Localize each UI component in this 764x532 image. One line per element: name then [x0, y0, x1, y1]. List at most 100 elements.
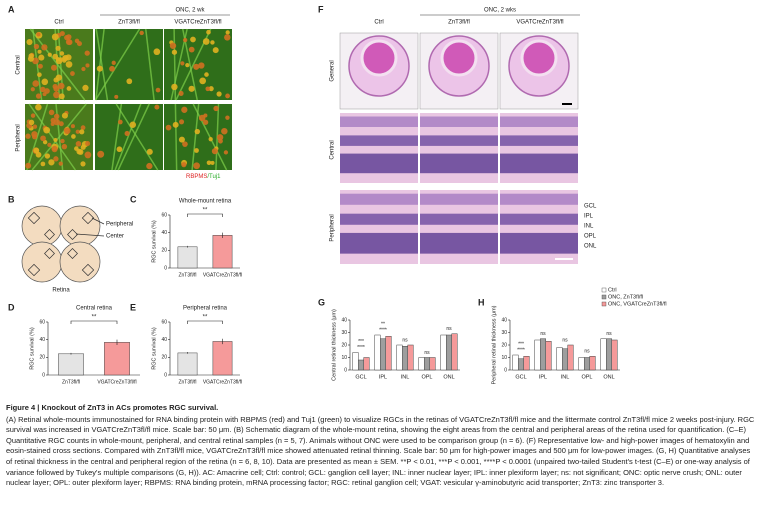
bar	[424, 357, 430, 371]
panel-letter: G	[318, 297, 325, 307]
cell	[202, 119, 209, 125]
axon-bundle	[115, 103, 159, 171]
cell	[111, 60, 116, 65]
axon-bundle	[29, 28, 86, 101]
row-label: Central	[330, 140, 336, 159]
bar	[523, 356, 530, 371]
nuclear-layer	[420, 193, 498, 205]
schematic-caption: Retina	[52, 288, 70, 294]
y-tick-label: 20	[161, 355, 167, 361]
cell	[154, 104, 160, 110]
significance: ****	[379, 327, 387, 333]
nuclear-layer	[340, 153, 418, 174]
cell	[25, 162, 32, 169]
row-label: General	[330, 60, 336, 81]
cell	[114, 94, 119, 99]
micrograph-bg	[95, 29, 163, 100]
cell	[32, 80, 40, 87]
micrograph	[25, 103, 93, 171]
significance-bracket	[70, 320, 118, 324]
chart-title: Peripheral retina	[183, 306, 228, 312]
axon-bundle	[94, 28, 141, 101]
cell	[71, 134, 76, 139]
cell	[53, 118, 60, 126]
x-tick-label: OPL	[581, 374, 592, 380]
x-tick-label: GCL	[515, 374, 526, 380]
significance: **	[92, 315, 97, 321]
cell	[204, 72, 209, 77]
cell	[208, 86, 214, 92]
cell	[224, 34, 231, 41]
histology	[419, 32, 499, 264]
schematic-label: Center	[106, 234, 124, 240]
significance: ns	[540, 331, 546, 337]
cell	[50, 64, 58, 71]
axon-bundle	[111, 103, 123, 171]
cell	[58, 82, 65, 90]
cell	[35, 103, 42, 111]
bar	[578, 357, 585, 371]
cell	[146, 162, 153, 170]
cell	[199, 77, 207, 85]
bar	[212, 341, 233, 376]
cell	[212, 47, 219, 54]
y-tick-label: 0	[504, 367, 507, 373]
x-tick-label: ZnT3fl/fl	[178, 272, 196, 278]
cell	[53, 137, 58, 142]
y-tick-label: 20	[39, 355, 45, 361]
y-tick-label: 10	[341, 355, 347, 361]
y-axis-label: Peripheral retinal thickness (μm)	[491, 305, 497, 384]
cell	[55, 74, 63, 81]
nuclear-layer	[340, 135, 418, 146]
cell	[205, 86, 211, 92]
cell	[58, 93, 65, 100]
cell	[188, 85, 195, 92]
scale-bar	[562, 103, 572, 105]
bar	[177, 246, 198, 269]
axon-bundle	[31, 103, 87, 171]
axon-bundle	[174, 103, 178, 171]
bar	[418, 357, 425, 371]
micrograph	[164, 103, 232, 171]
x-tick-label: ZnT3fl/fl	[178, 379, 196, 385]
cell	[80, 125, 86, 131]
cell	[202, 38, 210, 45]
cell	[193, 63, 200, 70]
cell	[37, 72, 42, 78]
cell	[52, 53, 59, 60]
cell	[211, 148, 218, 155]
cell	[26, 38, 33, 46]
scale-bar	[555, 258, 573, 260]
nuclear-layer	[500, 153, 578, 174]
micrograph	[94, 28, 163, 101]
micrograph	[95, 103, 163, 171]
axon-bundle	[117, 103, 150, 171]
significance: ns	[584, 349, 590, 355]
cell	[80, 161, 86, 167]
cell	[182, 37, 188, 43]
significance: ns	[424, 350, 430, 356]
bar	[396, 344, 403, 371]
nuclear-layer	[500, 213, 578, 225]
y-tick-label: 20	[161, 248, 167, 254]
row-label: Peripheral	[330, 214, 336, 241]
cell	[59, 31, 65, 37]
layer-label: INL	[584, 224, 594, 230]
y-tick-label: 20	[501, 342, 507, 348]
cell	[50, 122, 55, 127]
cell	[155, 87, 161, 93]
cell	[77, 149, 84, 155]
bar	[212, 235, 233, 269]
x-tick-label: IPL	[379, 374, 387, 380]
cell	[43, 126, 51, 134]
cell	[129, 121, 137, 128]
cell	[60, 138, 65, 144]
bar	[352, 352, 359, 371]
figure: A ONC, 2 wk Ctrl ZnT3fl/fl VGATCreZnT3fl…	[8, 4, 667, 385]
y-tick-label: 40	[341, 317, 347, 323]
nuclear-layer	[500, 232, 578, 254]
bar	[385, 336, 392, 371]
bar	[512, 354, 519, 371]
cell	[58, 121, 64, 127]
cell	[41, 44, 48, 51]
